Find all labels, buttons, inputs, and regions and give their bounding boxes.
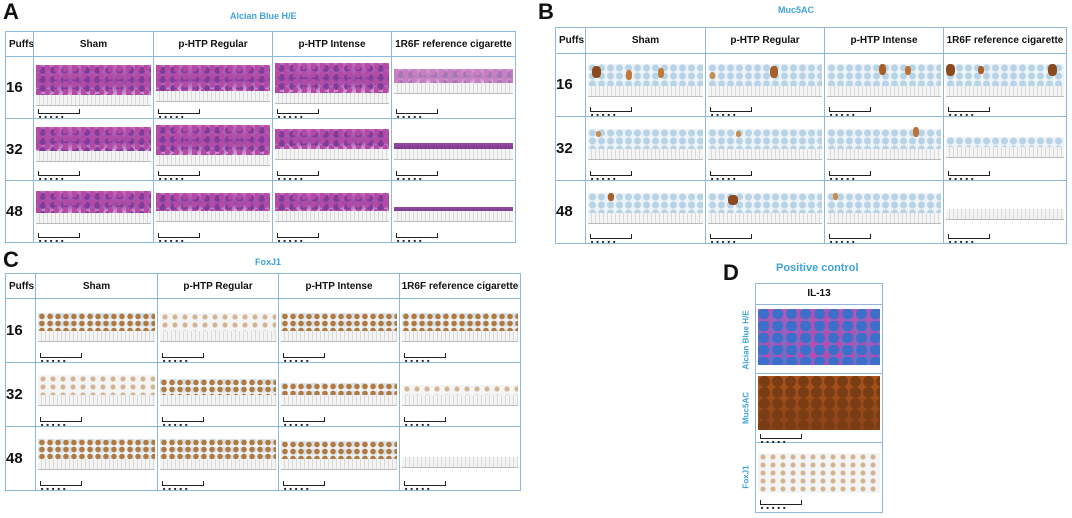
- panel-d-frame: IL-13 ■ ■ ■ ■ ■ ■ ■ ■ ■ ■: [755, 283, 883, 513]
- panel-b-stain-title: Muc5AC: [778, 5, 815, 15]
- panel-d-row-label-muc5ac: Muc5AC: [741, 391, 751, 425]
- micrograph-a-48-phtp-regular: ■ ■ ■ ■ ■: [155, 182, 272, 242]
- row-label-48: 48: [5, 180, 34, 243]
- row-label-16: 16: [5, 56, 34, 119]
- micrograph-c-16-phtp-regular: ■ ■ ■ ■ ■: [159, 300, 278, 362]
- micrograph-b-48-phtp-regular: ■ ■ ■ ■ ■: [707, 181, 824, 242]
- panel-d-title: Positive control: [776, 262, 859, 274]
- col-header-phtp-regular: p-HTP Regular: [153, 31, 273, 57]
- micrograph-b-48-sham: ■ ■ ■ ■ ■: [587, 181, 705, 242]
- col-header-sham: Sham: [33, 31, 154, 57]
- panel-letter-a: A: [3, 0, 19, 24]
- puffs-header: Puffs: [5, 31, 34, 57]
- col-header-phtp-intense: p-HTP Intense: [824, 27, 944, 54]
- micrograph-c-32-1r6f: ■ ■ ■ ■ ■: [401, 364, 520, 426]
- micrograph-b-32-1r6f: ■ ■ ■ ■ ■: [945, 118, 1066, 179]
- micrograph-d-foxj1: ■ ■ ■ ■ ■: [756, 443, 882, 511]
- micrograph-a-16-1r6f: ■ ■ ■ ■ ■: [393, 58, 515, 118]
- micrograph-b-16-sham: ■ ■ ■ ■ ■: [587, 54, 705, 116]
- panel-d-row-label-foxj1: FoxJ1: [741, 465, 751, 489]
- micrograph-b-32-sham: ■ ■ ■ ■ ■: [587, 118, 705, 179]
- puffs-header: Puffs: [555, 27, 586, 54]
- row-label-16: 16: [555, 52, 586, 118]
- micrograph-b-48-1r6f: ■ ■ ■ ■ ■: [945, 181, 1066, 242]
- panel-c-stain-title: FoxJ1: [255, 257, 282, 267]
- panel-letter-c: C: [3, 247, 19, 272]
- micrograph-a-48-sham: ■ ■ ■ ■ ■: [35, 182, 153, 242]
- panel-b-grid: Puffs Sham p-HTP Regular p-HTP Intense 1…: [555, 27, 1067, 245]
- panel-d-row-label-alcian: Alcian Blue H/E: [741, 310, 751, 370]
- panel-a-grid: Puffs Sham p-HTP Regular p-HTP Intense 1…: [5, 31, 516, 243]
- micrograph-c-48-1r6f: ■ ■ ■ ■ ■: [401, 428, 520, 490]
- micrograph-c-48-phtp-regular: ■ ■ ■ ■ ■: [159, 428, 278, 490]
- col-header-sham: Sham: [585, 27, 706, 54]
- micrograph-a-48-1r6f: ■ ■ ■ ■ ■: [393, 182, 515, 242]
- micrograph-b-16-phtp-regular: ■ ■ ■ ■ ■: [707, 54, 824, 116]
- micrograph-a-32-1r6f: ■ ■ ■ ■ ■: [393, 120, 515, 180]
- micrograph-c-32-phtp-intense: ■ ■ ■ ■ ■: [280, 364, 399, 426]
- col-header-1r6f: 1R6F reference cigarette: [391, 31, 516, 57]
- micrograph-a-32-phtp-regular: ■ ■ ■ ■ ■: [155, 120, 272, 180]
- micrograph-a-16-phtp-regular: ■ ■ ■ ■ ■: [155, 58, 272, 118]
- micrograph-b-32-phtp-intense: ■ ■ ■ ■ ■: [826, 118, 943, 179]
- micrograph-b-48-phtp-intense: ■ ■ ■ ■ ■: [826, 181, 943, 242]
- row-label-32: 32: [5, 362, 36, 427]
- micrograph-d-muc5ac: ■ ■ ■ ■ ■: [756, 374, 882, 444]
- col-header-phtp-intense: p-HTP Intense: [278, 273, 400, 299]
- puffs-header: Puffs: [5, 273, 36, 299]
- row-label-48: 48: [555, 179, 586, 245]
- panel-letter-b: B: [538, 0, 554, 24]
- micrograph-c-48-phtp-intense: ■ ■ ■ ■ ■: [280, 428, 399, 490]
- panel-c-grid: Puffs Sham p-HTP Regular p-HTP Intense 1…: [5, 273, 521, 491]
- micrograph-c-16-sham: ■ ■ ■ ■ ■: [37, 300, 157, 362]
- col-header-1r6f: 1R6F reference cigarette: [943, 27, 1067, 54]
- col-header-sham: Sham: [35, 273, 158, 299]
- micrograph-c-16-1r6f: ■ ■ ■ ■ ■: [401, 300, 520, 362]
- micrograph-d-alcian: [756, 305, 882, 374]
- col-header-phtp-regular: p-HTP Regular: [705, 27, 825, 54]
- row-label-32: 32: [5, 118, 34, 181]
- micrograph-a-32-sham: ■ ■ ■ ■ ■: [35, 120, 153, 180]
- micrograph-c-16-phtp-intense: ■ ■ ■ ■ ■: [280, 300, 399, 362]
- micrograph-a-48-phtp-intense: ■ ■ ■ ■ ■: [274, 182, 391, 242]
- panel-letter-d: D: [723, 260, 739, 285]
- micrograph-b-16-phtp-intense: ■ ■ ■ ■ ■: [826, 54, 943, 116]
- micrograph-c-32-phtp-regular: ■ ■ ■ ■ ■: [159, 364, 278, 426]
- micrograph-c-32-sham: ■ ■ ■ ■ ■: [37, 364, 157, 426]
- micrograph-a-16-phtp-intense: ■ ■ ■ ■ ■: [274, 58, 391, 118]
- micrograph-b-16-1r6f: ■ ■ ■ ■ ■: [945, 54, 1066, 116]
- row-label-16: 16: [5, 298, 36, 363]
- micrograph-b-32-phtp-regular: ■ ■ ■ ■ ■: [707, 118, 824, 179]
- micrograph-a-32-phtp-intense: ■ ■ ■ ■ ■: [274, 120, 391, 180]
- row-label-32: 32: [555, 116, 586, 181]
- col-header-phtp-intense: p-HTP Intense: [272, 31, 392, 57]
- col-header-phtp-regular: p-HTP Regular: [157, 273, 279, 299]
- row-label-48: 48: [5, 426, 36, 491]
- micrograph-c-48-sham: ■ ■ ■ ■ ■: [37, 428, 157, 490]
- micrograph-a-16-sham: ■ ■ ■ ■ ■: [35, 58, 153, 118]
- panel-d-column-header: IL-13: [756, 284, 882, 305]
- panel-a-stain-title: Alcian Blue H/E: [230, 11, 297, 21]
- col-header-1r6f: 1R6F reference cigarette: [399, 273, 521, 299]
